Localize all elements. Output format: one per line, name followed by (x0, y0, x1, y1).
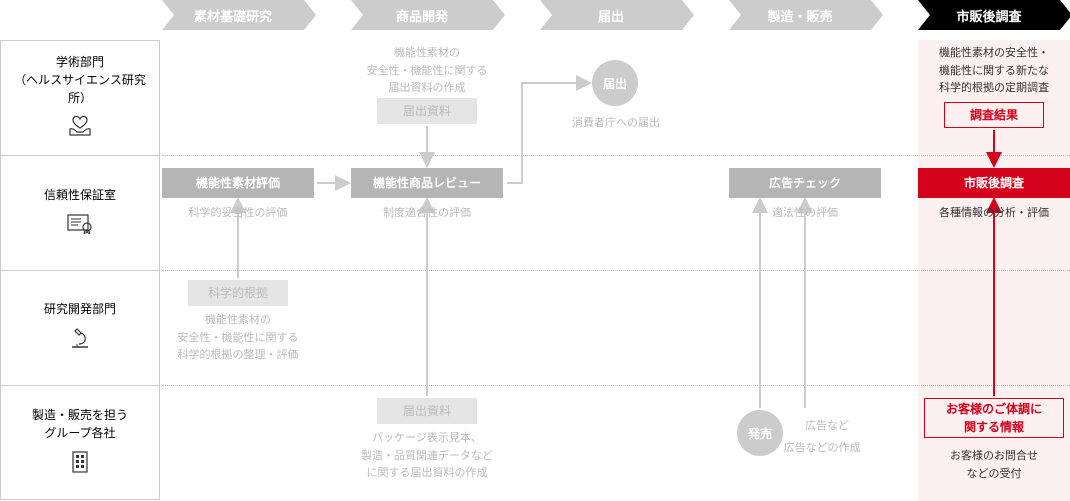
node-n3: 届出 (592, 60, 638, 106)
node-n15: 科学的根拠 (188, 280, 288, 306)
node-n11: 広告チェック (729, 168, 881, 198)
node-n5: 機能性素材の安全性・機能性に関する新たな科学的根拠の定期調査 (918, 45, 1070, 98)
stage-4: 市販後調査 (918, 0, 1060, 30)
node-n2: 届出資料 (377, 98, 477, 124)
node-n4: 消費者庁への届出 (540, 115, 692, 133)
row-divider (162, 270, 1070, 271)
node-n8: 科学的妥当性の評価 (162, 205, 314, 223)
stage-2: 届出 (540, 0, 682, 30)
row-divider (162, 155, 1070, 156)
dept-title: 研究開発部門 (44, 300, 116, 318)
dept-title: 学術部門（ヘルスサイエンス研究所） (7, 53, 153, 107)
arrow-2 (507, 83, 588, 183)
node-n23: お客様のお問合せなどの受付 (918, 448, 1070, 483)
node-n10: 制度適合性の評価 (351, 205, 503, 223)
node-n1: 機能性素材の安全性・機能性に関する届出資料の作成 (351, 45, 503, 98)
heart-hands-icon (67, 115, 93, 143)
node-n16: 機能性素材の安全性・機能性に関する科学的根拠の整理・評価 (162, 312, 314, 365)
dept-2: 研究開発部門 (0, 270, 160, 385)
node-n21: 広告などの作成 (767, 440, 877, 458)
node-n12: 適法性の評価 (729, 205, 881, 223)
dept-3: 製造・販売を担うグループ各社 (0, 385, 160, 500)
node-n20: 広告など (787, 418, 867, 436)
stage-1: 商品開発 (351, 0, 493, 30)
node-n22: お客様のご体調に関する情報 (924, 398, 1064, 438)
dept-title: 信頼性保証室 (44, 186, 116, 204)
stage-0: 素材基礎研究 (162, 0, 304, 30)
diagram-grid: 機能性素材の安全性・機能性に関する届出資料の作成届出資料届出消費者庁への届出機能… (162, 40, 1070, 501)
node-n7: 機能性素材評価 (162, 168, 314, 198)
node-n9: 機能性商品レビュー (351, 168, 503, 198)
node-n17: 届出資料 (377, 398, 477, 424)
stage-row: 素材基礎研究 商品開発 届出 製造・販売 市販後調査 (162, 0, 1070, 30)
building-icon (71, 450, 89, 480)
microscope-icon (69, 326, 91, 356)
row-divider (162, 385, 1070, 386)
dept-0: 学術部門（ヘルスサイエンス研究所） (0, 40, 160, 155)
node-n13: 市販後調査 (918, 168, 1070, 198)
dept-title: 製造・販売を担うグループ各社 (32, 406, 128, 442)
dept-1: 信頼性保証室 (0, 155, 160, 270)
certificate-icon (66, 212, 94, 240)
node-n6: 調査結果 (944, 102, 1044, 128)
node-n14: 各種情報の分析・評価 (918, 205, 1070, 223)
stage-3: 製造・販売 (729, 0, 871, 30)
node-n18: パッケージ表示見本、製造・品質関連データなどに関する届出資料の作成 (351, 430, 503, 483)
dept-column: 学術部門（ヘルスサイエンス研究所） 信頼性保証室研究開発部門製造・販売を担うグルー… (0, 40, 160, 500)
